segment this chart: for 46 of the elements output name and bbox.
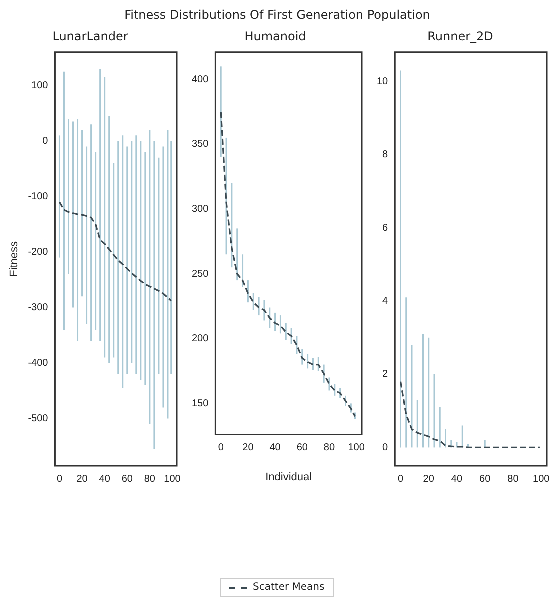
chart-title: Runner_2D: [428, 29, 494, 44]
x-tick-label: 20: [423, 474, 435, 485]
legend-label: Scatter Means: [253, 582, 325, 593]
x-tick-label: 60: [122, 474, 134, 485]
y-tick-label: 2: [382, 369, 389, 380]
x-axis-title: Individual: [266, 471, 312, 484]
x-tick-label: 20: [76, 474, 88, 485]
y-tick-label: -400: [28, 358, 49, 370]
y-tick-label: 0: [42, 136, 49, 147]
x-tick-label: 0: [218, 442, 224, 454]
y-tick-label: 250: [192, 268, 210, 280]
x-tick-label: 100: [348, 442, 366, 454]
y-tick-label: 4: [382, 296, 389, 308]
x-tick-label: 80: [508, 474, 520, 485]
chart-title: LunarLander: [52, 29, 128, 44]
line-series: [58, 201, 172, 302]
y-tick-label: 6: [382, 222, 389, 234]
y-tick-label: -300: [28, 302, 49, 314]
x-tick-label: 80: [324, 442, 336, 454]
x-tick-label: 60: [480, 474, 492, 485]
y-tick-label: 200: [192, 334, 210, 345]
y-tick-label: 10: [377, 76, 389, 88]
x-tick-label: 0: [398, 474, 404, 485]
x-tick-label: 40: [451, 474, 463, 485]
line-series: [400, 381, 541, 448]
y-axis-title: Fitness: [8, 240, 21, 277]
line-series: [220, 111, 356, 418]
y-tick-label: 400: [192, 74, 210, 86]
x-tick-label: 60: [296, 442, 308, 454]
chart-title: Humanoid: [244, 29, 306, 44]
y-tick-label: -100: [28, 191, 49, 202]
x-tick-label: 100: [533, 474, 550, 485]
x-tick-label: 80: [144, 474, 156, 485]
x-tick-label: 20: [242, 442, 254, 454]
x-tick-label: 0: [56, 474, 63, 485]
x-tick-label: 100: [164, 474, 182, 485]
y-tick-label: 300: [192, 204, 210, 215]
y-tick-label: 8: [382, 150, 389, 161]
x-tick-label: 40: [270, 442, 282, 454]
x-tick-label: 40: [99, 474, 111, 485]
y-tick-label: -500: [28, 414, 49, 425]
y-tick-label: -200: [28, 247, 49, 258]
y-tick-label: 150: [192, 398, 210, 410]
y-tick-label: 350: [192, 139, 210, 150]
y-tick-label: 100: [32, 80, 49, 92]
text: Fitness Distributions Of First Generation Population: [124, 8, 432, 22]
